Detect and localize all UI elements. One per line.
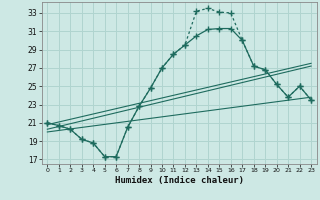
X-axis label: Humidex (Indice chaleur): Humidex (Indice chaleur)	[115, 176, 244, 185]
